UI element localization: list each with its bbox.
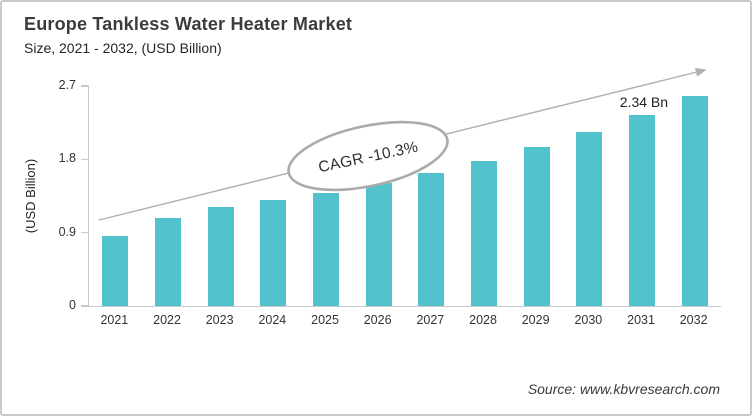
y-axis-tick-1.8: 1.8: [58, 151, 76, 166]
y-axis-tick-mark: [81, 85, 89, 87]
x-axis-label-2021: 2021: [100, 313, 129, 327]
x-axis-label-2028: 2028: [469, 313, 497, 327]
bar-2030: [576, 132, 603, 306]
x-axis-label-2031: 2031: [627, 313, 655, 327]
bar-2023: [207, 207, 234, 306]
bar-2027: [418, 173, 445, 306]
x-axis-labels: 2021 2022 2023 2024 2025 2026 2027 2028 2029 2030…: [88, 313, 720, 331]
bar-2024: [260, 200, 287, 306]
bar-2029: [523, 147, 550, 306]
x-axis-label-2023: 2023: [205, 313, 234, 327]
bar-2031: [629, 115, 655, 306]
y-axis-tick-mark: [81, 231, 89, 234]
x-axis-label-2026: 2026: [363, 313, 392, 327]
y-axis-tick-0.9: 0.9: [58, 224, 76, 239]
x-axis-label-2030: 2030: [574, 313, 603, 327]
bar-2022: [155, 218, 181, 306]
bar-2021: [102, 235, 129, 306]
chart-title: Europe Tankless Water Heater Market: [24, 14, 353, 34]
x-axis-label-2027: 2027: [416, 313, 445, 327]
bar-2026: [365, 183, 392, 306]
y-axis-tick-mark: [81, 305, 89, 307]
source-attribution: Source: www.kbvresearch.com: [527, 381, 720, 397]
data-label-2031: 2.34 Bn: [619, 94, 669, 111]
plot-area: 2.34 Bn: [81, 85, 721, 307]
x-axis-label-2029: 2029: [521, 313, 550, 327]
bar-2032: [681, 95, 708, 306]
y-axis-tick-2.7: 2.7: [58, 78, 76, 92]
x-axis-label-2025: 2025: [311, 313, 339, 327]
x-axis-label-2024: 2024: [258, 313, 287, 327]
y-axis-tick-mark: [81, 158, 89, 161]
bar-2025: [313, 192, 339, 306]
x-axis-label-2022: 2022: [153, 313, 181, 327]
chart-subtitle: Size, 2021 - 2032, (USD Billion): [24, 40, 222, 56]
y-axis-tick-labels: 0 0.9 1.8 2.7: [38, 78, 76, 312]
y-axis-tick-0: 0: [69, 298, 76, 312]
x-axis-label-2032: 2032: [679, 313, 708, 327]
bar-2028: [471, 161, 497, 306]
chart-header: Europe Tankless Water Heater Market Size…: [24, 14, 352, 56]
